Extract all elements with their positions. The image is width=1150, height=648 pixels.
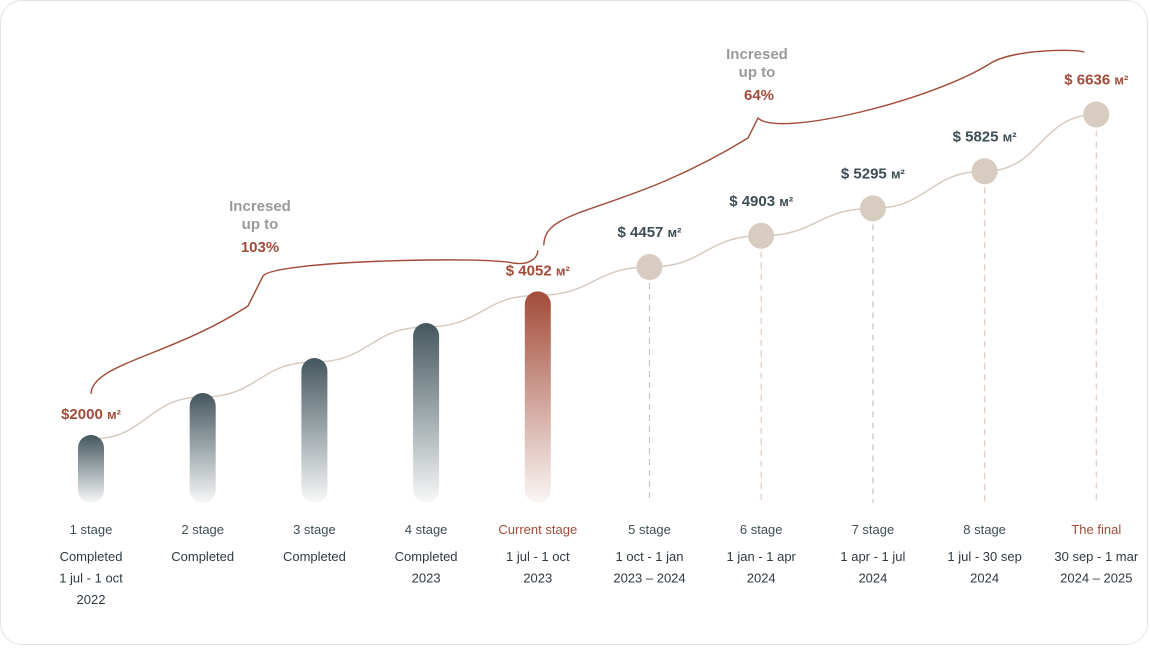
point-the-final [1083, 101, 1110, 128]
stage-detail-8-stage: 2024 [970, 571, 999, 586]
price-value: $ 4052 [506, 262, 556, 279]
stage-label-3-stage: 3 stage [293, 522, 336, 537]
point-7-stage [859, 195, 886, 222]
price-unit: м² [779, 194, 794, 209]
price-unit: м² [668, 225, 683, 240]
guide-lines [648, 130, 1097, 503]
price-label-6-stage: $ 4903 м² [729, 193, 794, 210]
stage-label-4-stage: 4 stage [405, 522, 448, 537]
increase-label-2: Incresed [726, 46, 788, 63]
increase-brackets [90, 49, 1085, 395]
stage-detail-the-final: 30 sep - 1 mar [1054, 549, 1138, 564]
price-unit: м² [556, 263, 571, 278]
trend-line [90, 113, 1097, 440]
stage-detail-4-stage: Completed [395, 549, 458, 564]
stage-detail-3-stage: Completed [283, 549, 346, 564]
increase-label-1: Incresed [229, 198, 291, 215]
bars [78, 101, 1110, 503]
stage-detail-4-stage: 2023 [412, 571, 441, 586]
price-label-7-stage: $ 5295 м² [841, 165, 906, 182]
bar-3-stage [301, 358, 328, 503]
stage-detail-7-stage: 1 apr - 1 jul [840, 549, 905, 564]
stage-detail-6-stage: 2024 [747, 571, 776, 586]
stage-detail-1-stage: Completed [60, 549, 123, 564]
price-value: $ 5825 [953, 128, 1003, 145]
point-5-stage [636, 254, 663, 281]
bar-2-stage [189, 393, 216, 503]
stage-label-1-stage: 1 stage [70, 522, 113, 537]
bar-current-stage [524, 291, 551, 503]
point-6-stage [748, 222, 775, 249]
stage-detail-5-stage: 1 oct - 1 jan [616, 549, 684, 564]
price-label-1-stage: $2000 м² [61, 406, 122, 423]
price-unit: м² [107, 407, 122, 422]
increase-percent-2: 64% [744, 87, 774, 104]
stage-detail-5-stage: 2023 – 2024 [613, 571, 685, 586]
point-8-stage [971, 158, 998, 185]
stage-detail-1-stage: 1 jul - 1 oct [59, 571, 123, 586]
increase-label-2b: up to [739, 64, 776, 81]
bar-4-stage [413, 323, 440, 503]
stage-detail-2-stage: Completed [171, 549, 234, 564]
price-value: $ 4457 [618, 224, 668, 241]
stage-label-6-stage: 6 stage [740, 522, 783, 537]
price-value: $2000 [61, 406, 107, 423]
bracket-1 [90, 250, 539, 395]
stage-detail-6-stage: 1 jan - 1 apr [727, 549, 797, 564]
stage-label-current-stage: Current stage [498, 522, 577, 537]
price-label-8-stage: $ 5825 м² [953, 128, 1018, 145]
stage-detail-7-stage: 2024 [858, 571, 887, 586]
stage-detail-1-stage: 2022 [77, 592, 106, 607]
price-value: $ 6636 [1064, 71, 1114, 88]
increase-label-1b: up to [242, 216, 279, 233]
price-value: $ 5295 [841, 165, 891, 182]
price-unit: м² [1003, 129, 1018, 144]
stage-detail-current-stage: 1 jul - 1 oct [506, 549, 570, 564]
stage-detail-the-final: 2024 – 2025 [1060, 571, 1132, 586]
stage-label-the-final: The final [1071, 522, 1121, 537]
stage-detail-current-stage: 2023 [523, 571, 552, 586]
price-value: $ 4903 [729, 193, 779, 210]
price-unit: м² [1114, 72, 1129, 87]
bar-1-stage [78, 435, 104, 503]
stage-label-2-stage: 2 stage [181, 522, 224, 537]
stage-label-8-stage: 8 stage [963, 522, 1006, 537]
price-unit: м² [891, 166, 906, 181]
stage-detail-8-stage: 1 jul - 30 sep [947, 549, 1021, 564]
increase-percent-1: 103% [241, 239, 279, 256]
price-label-5-stage: $ 4457 м² [618, 224, 683, 241]
stage-label-5-stage: 5 stage [628, 522, 671, 537]
bracket-2 [543, 49, 1085, 246]
price-label-the-final: $ 6636 м² [1064, 71, 1129, 88]
stage-label-7-stage: 7 stage [852, 522, 895, 537]
price-label-current-stage: $ 4052 м² [506, 262, 571, 279]
labels: $2000 м² 1 stage Completed 1 jul - 1 oct 202… [59, 46, 1139, 607]
